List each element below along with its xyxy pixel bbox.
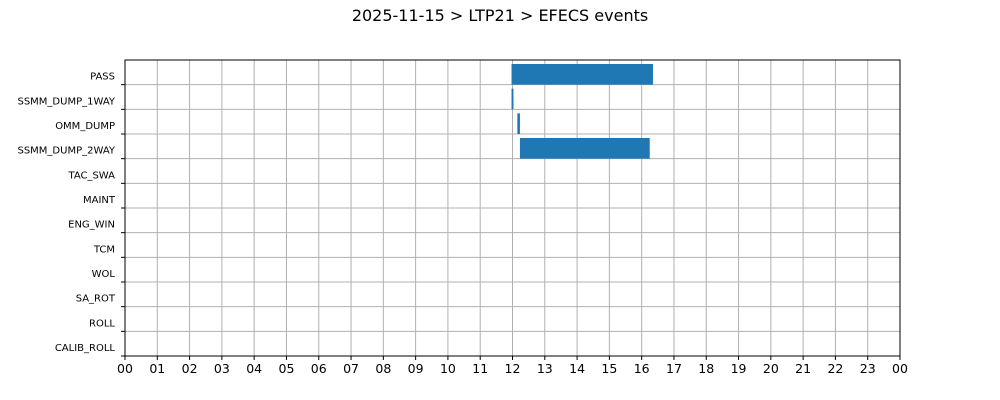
y-tick-label: ROLL: [89, 318, 115, 329]
x-tick-label: 18: [698, 361, 714, 376]
x-tick-label: 20: [763, 361, 779, 376]
x-tick-label: 03: [214, 361, 230, 376]
x-tick-label: 05: [279, 361, 295, 376]
y-tick-label: SSMM_DUMP_1WAY: [17, 96, 115, 107]
grid-layer: [124, 60, 901, 356]
x-tick-label: 16: [634, 361, 650, 376]
x-tick-label: 00: [117, 361, 133, 376]
x-tick-label: 02: [182, 361, 198, 376]
ticks-layer: [121, 84, 901, 360]
y-tick-label: PASS: [90, 72, 115, 83]
x-tick-label: 06: [311, 361, 327, 376]
x-tick-label: 19: [731, 361, 747, 376]
y-tick-label: TAC_SWA: [67, 170, 115, 181]
x-tick-label: 13: [537, 361, 553, 376]
x-tick-label: 11: [472, 361, 488, 376]
event-bar: [511, 88, 514, 110]
x-tick-label: 23: [860, 361, 876, 376]
event-bar: [511, 64, 653, 85]
x-tick-label: 21: [795, 361, 811, 376]
y-tick-label: TCM: [93, 244, 115, 255]
x-tick-label: 09: [408, 361, 424, 376]
x-tick-label: 07: [343, 361, 359, 376]
x-tick-label: 17: [666, 361, 682, 376]
labels-layer: 00 01 02 03 04 05 06 07 08 09 10 11 12 13 14 15 16 17 18 19…: [17, 72, 908, 376]
x-tick-label: 08: [375, 361, 391, 376]
x-tick-label: 22: [827, 361, 843, 376]
y-tick-label: WOL: [92, 269, 116, 280]
x-tick-label: 01: [149, 361, 165, 376]
x-tick-label: 15: [601, 361, 617, 376]
chart-title: 2025-11-15 > LTP21 > EFECS events: [351, 6, 649, 25]
event-bar: [519, 138, 650, 159]
bars-layer: [511, 64, 653, 159]
y-tick-label: CALIB_ROLL: [55, 343, 116, 354]
y-tick-label: MAINT: [83, 195, 116, 206]
x-tick-label: 14: [569, 361, 585, 376]
y-tick-label: ENG_WIN: [68, 220, 115, 231]
x-tick-label: 10: [440, 361, 456, 376]
event-bar: [517, 113, 520, 134]
y-tick-label: SSMM_DUMP_2WAY: [17, 146, 115, 157]
x-tick-label: 04: [246, 361, 262, 376]
y-tick-label: OMM_DUMP: [55, 121, 115, 132]
y-tick-label: SA_ROT: [76, 294, 116, 305]
x-tick-label: 12: [505, 361, 521, 376]
x-tick-label: 00: [892, 361, 908, 376]
